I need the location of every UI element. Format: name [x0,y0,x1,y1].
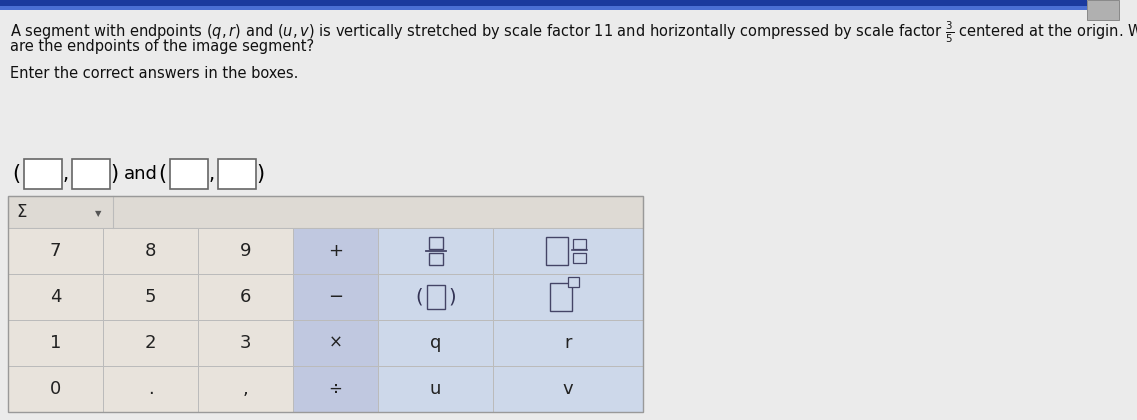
Text: r: r [564,334,572,352]
Text: ): ) [256,164,264,184]
Bar [293,274,377,320]
Text: ): ) [110,164,118,184]
Bar [1087,0,1119,20]
Bar [293,228,377,274]
Bar [493,320,644,366]
Bar [377,274,493,320]
Text: +: + [327,242,343,260]
FancyBboxPatch shape [72,159,110,189]
Text: (: ( [13,164,20,184]
Bar [0,0,1087,6]
Text: 7: 7 [50,242,61,260]
Text: ,: , [242,380,248,398]
Bar [103,320,198,366]
Text: 1: 1 [50,334,61,352]
Text: q: q [430,334,441,352]
Bar [293,320,377,366]
Text: u: u [430,380,441,398]
Bar [198,228,293,274]
Text: v: v [563,380,573,398]
Text: 3: 3 [240,334,251,352]
Bar [377,228,493,274]
Text: (: ( [158,164,166,184]
Text: ▼: ▼ [94,210,101,218]
Text: 2: 2 [144,334,156,352]
Text: (: ( [415,288,423,307]
FancyBboxPatch shape [24,159,63,189]
Bar [8,366,103,412]
Bar [8,320,103,366]
Bar [103,366,198,412]
Text: Σ: Σ [16,203,26,221]
Bar [0,6,1087,10]
Text: ÷: ÷ [329,380,342,398]
Text: .: . [148,380,153,398]
Text: A segment with endpoints $(q, r)$ and $(u, v)$ is vertically stretched by scale : A segment with endpoints $(q, r)$ and $(… [10,20,1137,45]
Bar [8,196,644,412]
FancyBboxPatch shape [218,159,256,189]
Bar [103,228,198,274]
Text: 8: 8 [144,242,156,260]
Bar [493,228,644,274]
Text: ,: , [209,165,215,184]
Bar [198,320,293,366]
Bar [8,274,103,320]
Text: 4: 4 [50,288,61,306]
Bar [293,366,377,412]
Bar [493,366,644,412]
Text: 9: 9 [240,242,251,260]
Text: 0: 0 [50,380,61,398]
Bar [8,196,644,228]
FancyBboxPatch shape [568,277,579,287]
FancyBboxPatch shape [171,159,208,189]
Text: −: − [327,288,343,306]
Bar [103,274,198,320]
Bar [493,274,644,320]
Text: Enter the correct answers in the boxes.: Enter the correct answers in the boxes. [10,66,298,81]
Bar [198,274,293,320]
Text: ,: , [63,165,69,184]
Text: and: and [124,165,158,183]
Text: are the endpoints of the image segment?: are the endpoints of the image segment? [10,39,314,54]
Text: 5: 5 [144,288,156,306]
Text: ×: × [329,334,342,352]
Bar [8,228,103,274]
Bar [377,320,493,366]
Text: 6: 6 [240,288,251,306]
Bar [198,366,293,412]
Text: ): ) [448,288,456,307]
Bar [377,366,493,412]
